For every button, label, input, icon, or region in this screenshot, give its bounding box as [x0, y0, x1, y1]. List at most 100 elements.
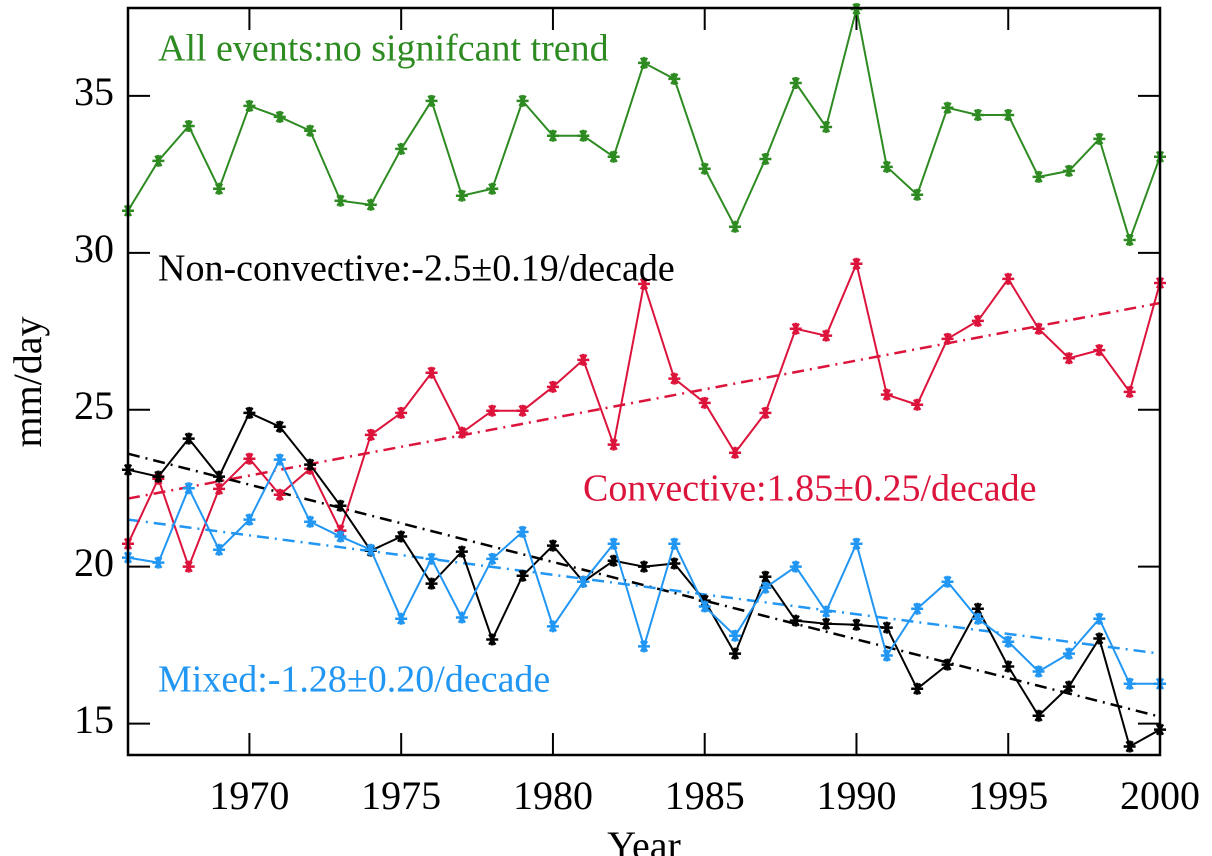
marker	[455, 189, 468, 202]
x-axis-label: Year	[607, 823, 681, 856]
marker	[729, 629, 742, 642]
marker	[334, 530, 347, 543]
marker	[820, 120, 833, 133]
marker	[1032, 170, 1045, 183]
marker	[607, 150, 620, 163]
marker	[668, 537, 681, 550]
x-tick-label: 1990	[816, 773, 896, 818]
marker	[1062, 164, 1075, 177]
marker	[1093, 132, 1106, 145]
marker	[607, 537, 620, 550]
marker	[364, 428, 377, 441]
marker	[1123, 385, 1136, 398]
marker	[911, 602, 924, 615]
marker	[364, 198, 377, 211]
series-annotation: All events:no signifcant trend	[158, 28, 609, 70]
marker	[759, 406, 772, 419]
marker	[213, 543, 226, 556]
marker	[668, 372, 681, 385]
marker	[395, 530, 408, 543]
marker	[516, 94, 529, 107]
marker	[638, 56, 650, 69]
y-tick-label: 20	[74, 540, 114, 585]
marker	[1062, 680, 1075, 693]
marker	[395, 406, 408, 419]
marker	[911, 188, 924, 201]
marker	[1002, 660, 1015, 673]
marker	[638, 640, 650, 653]
marker	[486, 552, 499, 565]
marker	[1062, 647, 1075, 660]
marker	[516, 525, 529, 538]
marker	[880, 388, 893, 401]
marker	[486, 182, 499, 195]
marker	[850, 537, 863, 550]
marker	[820, 605, 833, 618]
marker	[516, 404, 529, 417]
marker	[911, 398, 924, 411]
marker	[1002, 109, 1015, 122]
trend-line	[127, 452, 1161, 718]
y-axis-label: mm/day	[5, 316, 50, 447]
marker	[850, 618, 863, 631]
marker	[455, 545, 468, 558]
marker	[1123, 677, 1136, 690]
marker	[425, 94, 438, 107]
marker	[546, 129, 559, 142]
marker	[880, 649, 893, 662]
marker	[971, 612, 984, 625]
marker	[971, 602, 984, 615]
marker	[1093, 612, 1106, 625]
marker	[425, 577, 438, 590]
marker	[213, 482, 226, 495]
marker	[638, 277, 650, 290]
marker	[486, 633, 499, 646]
marker	[971, 109, 984, 122]
marker	[364, 543, 377, 556]
x-tick-label: 2000	[1120, 773, 1200, 818]
marker	[668, 72, 681, 85]
marker	[941, 332, 954, 345]
marker	[759, 152, 772, 165]
marker	[1032, 665, 1045, 678]
marker	[546, 539, 559, 552]
marker	[213, 182, 226, 195]
marker	[607, 438, 620, 451]
marker	[152, 556, 165, 569]
marker	[334, 499, 347, 512]
marker	[638, 560, 650, 573]
marker	[759, 570, 772, 583]
marker	[486, 404, 499, 417]
marker	[1032, 709, 1045, 722]
marker	[577, 129, 590, 142]
series-line	[127, 260, 1161, 570]
marker	[243, 99, 256, 112]
marker	[698, 162, 711, 175]
marker	[729, 647, 742, 660]
marker	[1123, 740, 1136, 753]
y-tick-label: 35	[74, 69, 114, 114]
marker	[698, 396, 711, 409]
marker	[577, 353, 590, 366]
marker	[546, 620, 559, 633]
trend-line	[127, 518, 1161, 655]
marker	[273, 453, 286, 466]
marker	[759, 581, 772, 594]
marker	[213, 470, 226, 483]
marker	[729, 220, 742, 233]
marker	[273, 488, 286, 501]
marker	[273, 420, 286, 433]
marker	[607, 554, 620, 567]
marker	[304, 124, 317, 137]
marker	[243, 406, 256, 419]
marker	[789, 614, 802, 627]
marker	[182, 482, 195, 495]
marker	[789, 560, 802, 573]
marker	[182, 432, 195, 445]
marker	[880, 160, 893, 173]
marker	[273, 110, 286, 123]
marker	[698, 600, 711, 613]
marker	[182, 120, 195, 133]
